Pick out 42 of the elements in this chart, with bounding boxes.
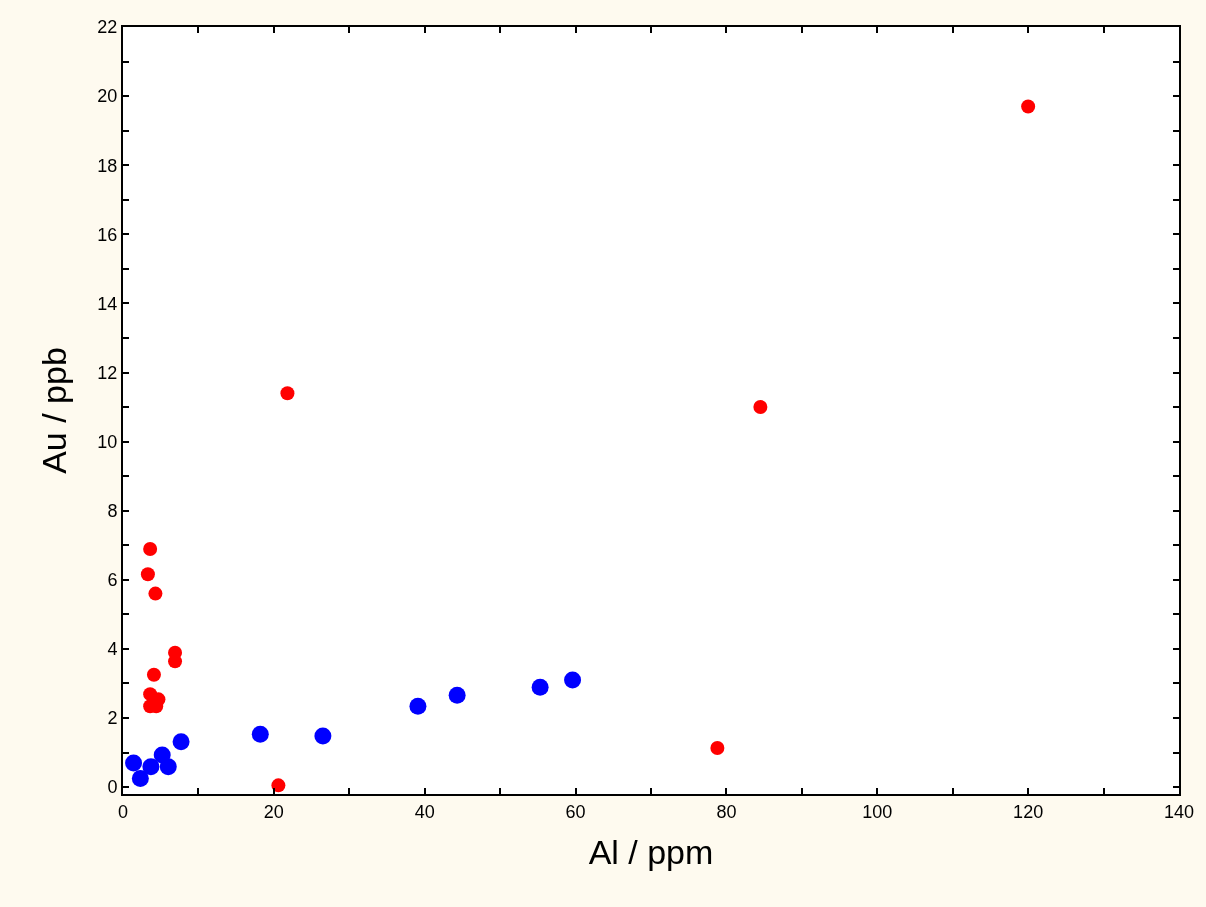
point [314, 727, 332, 745]
y-tick-label: 6 [107, 570, 118, 591]
point [172, 733, 190, 751]
x-tick-label: 140 [1163, 801, 1195, 822]
x-tick-label: 60 [565, 801, 586, 822]
y-tick-label: 20 [97, 86, 118, 107]
y-tick-label: 18 [97, 155, 118, 176]
x-tick-label: 120 [1013, 801, 1044, 822]
x-tick-label: 80 [716, 801, 737, 822]
point [448, 686, 466, 704]
point [753, 400, 768, 415]
point [271, 778, 286, 793]
point [251, 725, 269, 743]
y-tick-label: 2 [107, 708, 118, 729]
point [710, 741, 725, 756]
point [1021, 99, 1036, 114]
point [159, 758, 177, 776]
y-tick-label: 0 [107, 777, 118, 798]
point [148, 586, 163, 601]
y-tick-label: 12 [97, 362, 118, 383]
x-tick-label: 20 [263, 801, 284, 822]
point [146, 667, 161, 682]
point [168, 654, 183, 669]
point [140, 567, 155, 582]
y-tick-label: 8 [107, 500, 118, 521]
point [280, 386, 295, 401]
point [125, 754, 143, 772]
point [143, 542, 158, 557]
y-tick-label: 10 [97, 431, 118, 452]
point [564, 671, 582, 689]
point [142, 758, 160, 776]
x-tick-label: 100 [862, 801, 893, 822]
point [131, 769, 149, 787]
y-tick-label: 16 [97, 224, 118, 245]
x-tick-label: 40 [414, 801, 435, 822]
point [409, 697, 427, 715]
y-tick-label: 14 [97, 293, 118, 314]
y-tick-label: 22 [97, 17, 118, 38]
point [531, 678, 549, 696]
y-axis-title: Au / ppb [35, 347, 74, 474]
x-axis-title: Al / ppm [588, 833, 714, 872]
y-tick-label: 4 [107, 639, 118, 660]
